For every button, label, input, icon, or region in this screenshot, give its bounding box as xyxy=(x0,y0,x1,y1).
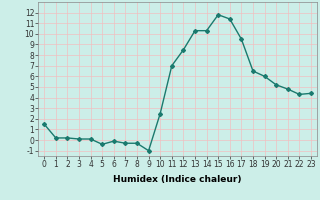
X-axis label: Humidex (Indice chaleur): Humidex (Indice chaleur) xyxy=(113,175,242,184)
